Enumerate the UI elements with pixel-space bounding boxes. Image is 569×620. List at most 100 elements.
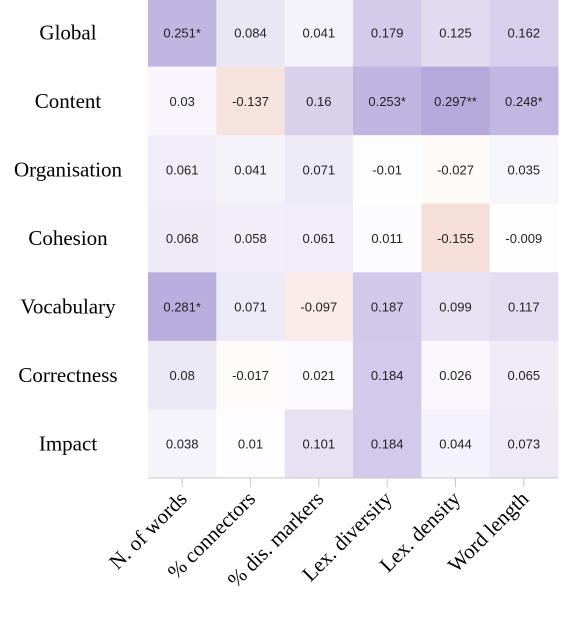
heatmap-cell-rect [353, 409, 422, 479]
heatmap-cell-rect [148, 66, 217, 136]
heatmap-cell-rect [216, 0, 286, 68]
heatmap-cell: 0.058 [216, 203, 286, 273]
heatmap-cell-rect [353, 135, 422, 205]
heatmap-cell: 0.084 [216, 0, 286, 68]
heatmap-cell-label: 0.08 [170, 368, 195, 383]
heatmap-cell: 0.297** [421, 66, 491, 136]
heatmap-cell: 0.099 [421, 272, 491, 342]
heatmap-cell-label: 0.084 [234, 25, 267, 40]
heatmap-cell-rect [148, 203, 217, 273]
heatmap-cell-rect [216, 203, 286, 273]
heatmap-cell-label: -0.009 [505, 231, 542, 246]
heatmap-cell-label: 0.071 [303, 162, 336, 177]
heatmap-cell-label: 0.068 [166, 231, 199, 246]
heatmap-cell-label: 0.281* [163, 300, 201, 315]
heatmap-cell-label: 0.117 [508, 300, 540, 315]
heatmap-cell-label: -0.01 [372, 162, 402, 177]
heatmap-cell-label: 0.021 [303, 368, 336, 383]
heatmap-cell: 0.068 [148, 203, 217, 273]
heatmap-cell: 0.041 [216, 135, 286, 205]
heatmap-cell: -0.097 [284, 272, 354, 342]
heatmap-cell: 0.08 [148, 340, 217, 410]
heatmap-cell-rect [353, 272, 422, 342]
heatmap-cell-label: 0.162 [508, 25, 541, 40]
heatmap-cell-rect [489, 203, 559, 273]
heatmap-cell-rect [353, 0, 422, 68]
row-label: Content [35, 89, 102, 113]
heatmap-cell-label: 0.071 [234, 300, 267, 315]
heatmap-cell: 0.184 [353, 409, 422, 479]
heatmap-cell-label: -0.137 [232, 94, 269, 109]
heatmap-cell-rect [284, 340, 354, 410]
heatmap-cell: 0.065 [489, 340, 559, 410]
heatmap-cell-label: 0.03 [170, 94, 195, 109]
heatmap-cell: 0.044 [421, 409, 491, 479]
heatmap-cell: 0.061 [148, 135, 217, 205]
heatmap-cell-label: 0.251* [163, 25, 201, 40]
row-label: Vocabulary [20, 295, 116, 319]
heatmap-cell-label: 0.16 [306, 94, 331, 109]
heatmap-cell: 0.187 [353, 272, 422, 342]
heatmap-cell-rect [489, 272, 559, 342]
heatmap-cell-rect [353, 340, 422, 410]
heatmap-cell-label: 0.038 [166, 437, 199, 452]
heatmap-cell-rect [353, 66, 422, 136]
heatmap-cell-rect [489, 135, 559, 205]
heatmap-cell-rect [148, 135, 217, 205]
heatmap-cell: 0.253* [353, 66, 422, 136]
heatmap-cell-label: 0.041 [303, 25, 336, 40]
heatmap-cell-rect [216, 66, 286, 136]
heatmap-cell-rect [353, 203, 422, 273]
heatmap-cell-rect [284, 0, 354, 68]
heatmap-cell-rect [489, 0, 559, 68]
heatmap-cell-rect [489, 409, 559, 479]
heatmap-cell: 0.011 [353, 203, 422, 273]
heatmap-cell-rect [216, 135, 286, 205]
heatmap-cell: 0.281* [148, 272, 217, 342]
heatmap-cell: 0.026 [421, 340, 491, 410]
heatmap-cell: 0.184 [353, 340, 422, 410]
heatmap-cell: -0.01 [353, 135, 422, 205]
heatmap-cell-rect [284, 272, 354, 342]
heatmap-cell-rect [421, 66, 491, 136]
heatmap-cell-rect [148, 272, 217, 342]
heatmap-cell: 0.16 [284, 66, 354, 136]
heatmap-cell-label: 0.125 [439, 25, 472, 40]
heatmap-cell: 0.117 [489, 272, 559, 342]
heatmap-cell: 0.061 [284, 203, 354, 273]
heatmap-cell-rect [489, 340, 559, 410]
heatmap-cell: 0.251* [148, 0, 217, 68]
heatmap-cell-label: 0.041 [234, 162, 267, 177]
heatmap-cell-label: 0.01 [238, 437, 263, 452]
heatmap-cell-label: 0.058 [234, 231, 267, 246]
heatmap-cell-rect [489, 66, 559, 136]
heatmap-cell: 0.041 [284, 0, 354, 68]
row-label: Cohesion [28, 226, 108, 250]
row-labels: Global Content Organisation Cohesion Vocabul… [14, 20, 123, 455]
heatmap-cell-label: 0.061 [303, 231, 336, 246]
heatmap-cell-rect [284, 409, 354, 479]
heatmap-cell: 0.248* [489, 66, 559, 136]
heatmap-cell-label: -0.155 [437, 231, 474, 246]
heatmap-cell-rect [421, 0, 491, 68]
column-labels: N. of words% connectors% dis. markersLex… [104, 486, 534, 592]
heatmap-cell: 0.071 [284, 135, 354, 205]
heatmap-cell: 0.179 [353, 0, 422, 68]
heatmap-cell-rect [421, 409, 491, 479]
heatmap-cell-label: 0.065 [508, 368, 541, 383]
heatmap-cell-rect [216, 340, 286, 410]
heatmap-cell-label: -0.097 [300, 300, 337, 315]
heatmap-cell-rect [421, 135, 491, 205]
heatmap-cell: 0.125 [421, 0, 491, 68]
heatmap-cell-label: 0.297** [434, 94, 477, 109]
heatmap-cell-label: 0.187 [371, 300, 404, 315]
heatmap-cell: 0.01 [216, 409, 286, 479]
heatmap-cell-rect [284, 66, 354, 136]
heatmap-cell-label: 0.253* [368, 94, 406, 109]
heatmap-cell: 0.162 [489, 0, 559, 68]
heatmap-cell: 0.073 [489, 409, 559, 479]
heatmap-cell-rect [148, 340, 217, 410]
heatmap-cell-label: 0.011 [371, 231, 403, 246]
heatmap-cell: 0.071 [216, 272, 286, 342]
